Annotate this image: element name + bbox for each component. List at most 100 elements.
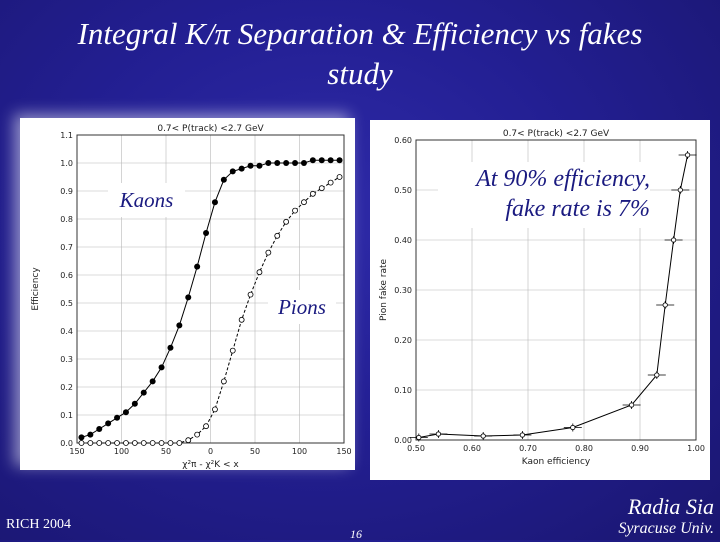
y-tick-label: 0.5	[60, 299, 73, 308]
kaon-point	[122, 409, 129, 416]
y-tick-label: 0.40	[394, 236, 412, 245]
pion-point	[238, 316, 245, 323]
kaon-point	[265, 160, 272, 166]
x-axis-label: Kaon efficiency	[522, 457, 591, 467]
pion-point	[292, 207, 298, 214]
pion-point	[229, 347, 236, 354]
kaon-point	[167, 344, 174, 351]
y-tick-label: 1.0	[60, 159, 73, 168]
y-tick-label: 0.60	[394, 136, 412, 145]
pion-point	[123, 440, 129, 446]
x-tick-label: 100	[292, 447, 307, 456]
kaon-point	[274, 160, 281, 166]
kaon-point	[140, 389, 147, 396]
kaon-point	[176, 322, 183, 329]
slide-title-line1: Integral K/π Separation & Efficiency vs …	[77, 16, 643, 51]
x-tick-label: 50	[250, 447, 260, 456]
pion-point	[78, 440, 85, 446]
pion-point	[105, 440, 112, 446]
pion-point	[185, 437, 192, 444]
y-tick-label: 0.4	[60, 327, 73, 336]
pion-point	[301, 199, 307, 206]
kaon-point	[105, 420, 112, 427]
x-tick-label: 150	[69, 447, 84, 456]
x-tick-label: 0.60	[463, 444, 481, 453]
data-point	[677, 187, 683, 193]
y-tick-label: 0.00	[394, 436, 412, 445]
pion-point	[336, 174, 343, 180]
x-tick-label: 0	[208, 447, 213, 456]
pion-point	[194, 431, 201, 438]
x-tick-label: 0.90	[631, 444, 649, 453]
y-tick-label: 0.2	[60, 383, 73, 392]
kaon-point	[114, 414, 121, 421]
chart-title: 0.7< P(track) <2.7 GeV	[503, 129, 610, 139]
y-tick-label: 0.3	[60, 355, 73, 364]
y-tick-label: 0.30	[394, 286, 412, 295]
pion-point	[140, 440, 147, 446]
data-point	[519, 432, 525, 438]
x-tick-label: 1.00	[687, 444, 705, 453]
y-tick-label: 0.50	[394, 186, 412, 195]
kaon-point	[87, 431, 94, 438]
pion-point	[318, 185, 325, 192]
y-axis-label: Pion fake rate	[379, 259, 389, 322]
y-tick-label: 0.10	[394, 386, 412, 395]
kaon-point	[336, 157, 343, 164]
fake-rate-callout-line2: fake rate is 7%	[505, 196, 650, 222]
y-tick-label: 0.6	[60, 271, 73, 280]
kaon-point	[309, 157, 316, 164]
x-tick-label: 0.50	[407, 444, 425, 453]
plot-frame	[415, 139, 697, 441]
kaon-point	[229, 168, 236, 175]
pion-point	[203, 423, 209, 430]
pion-point	[274, 232, 281, 239]
kaon-point	[318, 157, 325, 164]
pion-point	[167, 440, 174, 446]
y-tick-label: 0.8	[60, 215, 73, 224]
pion-point	[114, 440, 120, 446]
pion-point	[220, 378, 227, 385]
kaon-point	[96, 426, 103, 432]
kaon-point	[292, 160, 299, 166]
pion-point	[149, 440, 156, 446]
kaon-point	[300, 160, 307, 166]
pions-callout: Pions	[268, 290, 336, 324]
kaon-point	[256, 162, 263, 169]
efficiency-chart: 150 100 50 0 50 100 1500.00.10.20.30.40.50.60.…	[31, 124, 352, 470]
kaon-point	[211, 199, 218, 206]
kaon-point	[158, 364, 165, 371]
pion-point	[96, 440, 103, 446]
pion-point	[327, 179, 334, 186]
data-point	[480, 433, 486, 439]
kaon-point	[238, 165, 245, 172]
kaon-point	[220, 176, 227, 183]
x-tick-label: 0.70	[519, 444, 537, 453]
y-tick-label: 0.0	[60, 439, 73, 448]
slide-title-line2: study	[327, 56, 393, 91]
data-point	[416, 434, 422, 441]
data-point	[684, 152, 691, 158]
kaons-callout: Kaons	[108, 183, 185, 217]
pion-point	[265, 249, 272, 256]
author-affiliation: Syracuse Univ.	[618, 520, 714, 537]
kaon-point	[203, 230, 210, 236]
kaon-point	[185, 294, 192, 301]
author-name: Radia Sia	[627, 494, 714, 519]
x-tick-label: 150	[336, 447, 351, 456]
kaon-point	[149, 378, 156, 385]
y-tick-label: 0.9	[60, 187, 73, 196]
fake-rate-callout: At 90% efficiency, fake rate is 7%	[438, 162, 650, 228]
y-tick-label: 1.1	[60, 131, 73, 140]
y-tick-label: 0.20	[394, 336, 412, 345]
pion-point	[131, 440, 138, 446]
x-axis-label: χ²π - χ²K < x	[182, 460, 239, 470]
x-tick-label: 50	[161, 447, 171, 456]
conference-label: RICH 2004	[6, 517, 71, 532]
data-point	[670, 237, 677, 243]
y-axis-label: Efficiency	[31, 267, 41, 311]
kaon-point	[283, 160, 290, 166]
kaon-point	[327, 157, 334, 164]
y-tick-label: 0.7	[60, 243, 73, 252]
plot-frame	[76, 134, 345, 444]
